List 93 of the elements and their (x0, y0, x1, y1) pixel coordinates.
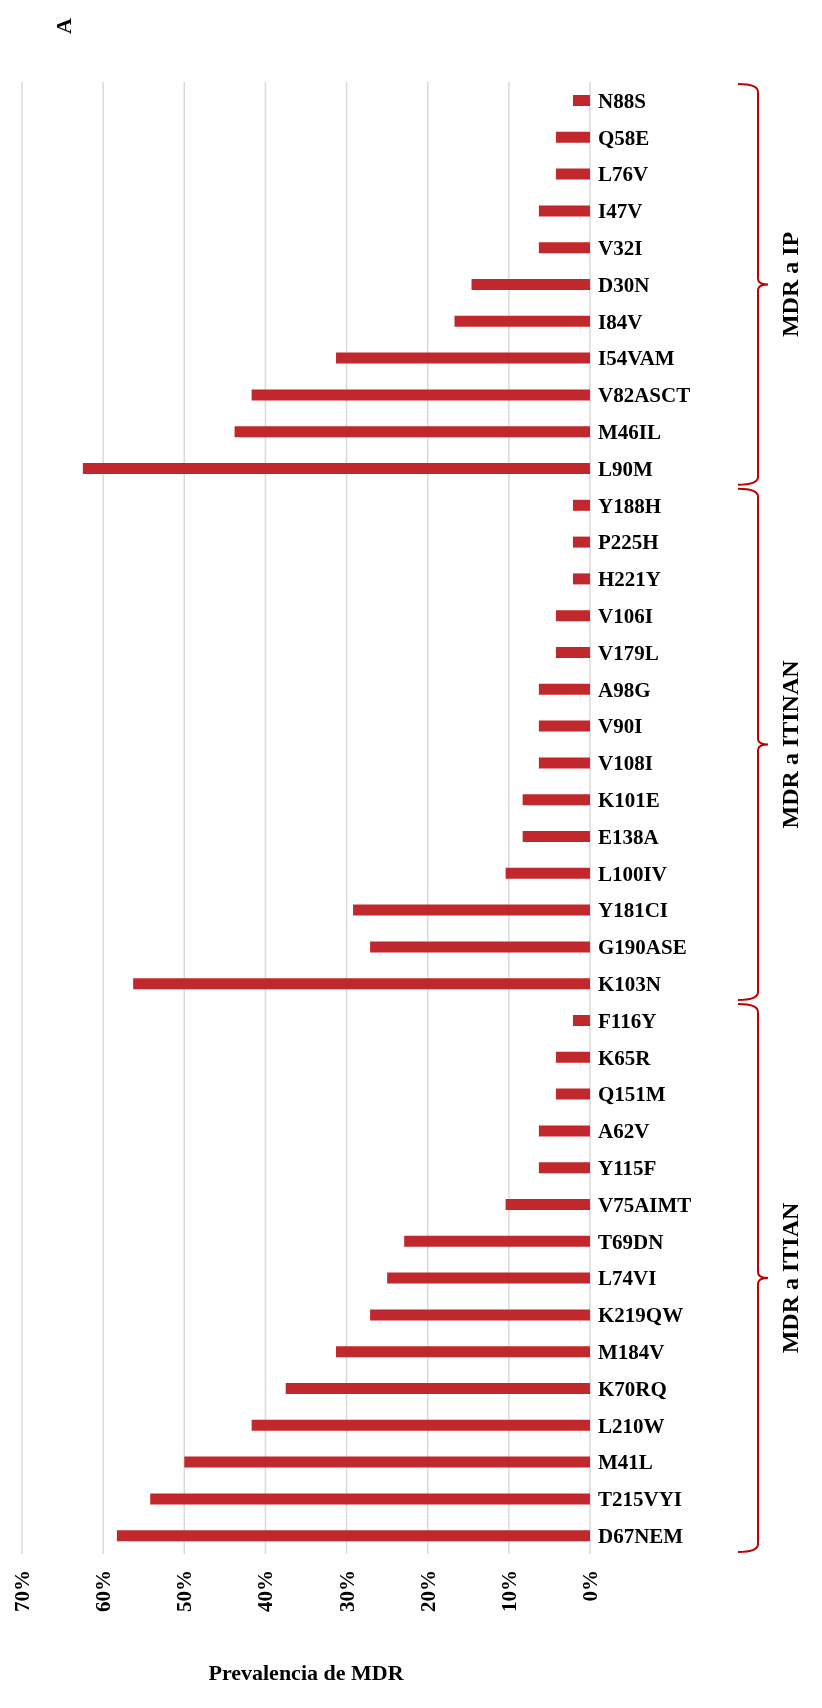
bar (555, 131, 590, 143)
bar (572, 573, 590, 585)
bar (505, 1199, 590, 1210)
y-tick-label: Q58E (598, 125, 650, 150)
bar (336, 1346, 590, 1358)
x-tick-label: 50% (172, 1570, 197, 1612)
x-tick-label: 20% (415, 1570, 440, 1612)
y-tick-label: T69DN (598, 1229, 664, 1254)
bar (572, 1015, 590, 1026)
bar (538, 205, 590, 217)
bar (285, 1383, 590, 1394)
y-tick-label: T215VYI (598, 1487, 683, 1512)
x-tick-label: 0% (578, 1570, 602, 1602)
y-tick-label: V106I (598, 604, 653, 629)
bar (404, 1235, 590, 1247)
x-tick-label: 40% (253, 1570, 278, 1612)
y-tick-label: G190ASE (598, 935, 687, 960)
bar (538, 757, 590, 769)
x-axis-title: Prevalencia de MDR (208, 1660, 405, 1685)
bar (538, 683, 590, 695)
y-tick-label: I47V (598, 199, 643, 224)
text: MDR a ITIAN (777, 1202, 803, 1354)
bar (572, 499, 590, 511)
bar (184, 1456, 590, 1468)
bar (116, 1530, 590, 1542)
bar (572, 536, 590, 548)
bar (522, 831, 590, 842)
chart-title: A (50, 17, 76, 34)
bar (555, 610, 590, 622)
y-tick-label: I54VAM (598, 346, 675, 371)
y-tick-label: Y188H (598, 493, 661, 518)
x-tick-label: 30% (334, 1570, 359, 1612)
bar (538, 1162, 590, 1174)
y-tick-label: K101E (598, 788, 660, 813)
y-tick-label: V108I (598, 751, 653, 776)
bar (387, 1272, 590, 1284)
y-tick-label: A98G (598, 677, 651, 702)
bar (572, 95, 590, 106)
y-tick-label: Q151M (598, 1082, 666, 1107)
y-tick-label: N88S (598, 88, 646, 113)
y-tick-label: V32I (598, 236, 643, 261)
bar (538, 720, 590, 732)
bar (336, 352, 590, 364)
bar (555, 647, 590, 658)
bar (82, 463, 590, 474)
bar (538, 1125, 590, 1137)
y-tick-label: M41L (598, 1450, 653, 1475)
bar (555, 1088, 590, 1100)
y-tick-label: I84V (598, 309, 643, 334)
y-tick-label: L210W (598, 1413, 665, 1438)
y-tick-label: K219QW (598, 1303, 684, 1328)
y-tick-label: E138A (598, 824, 660, 849)
y-tick-label: K103N (598, 972, 661, 997)
bar (234, 426, 590, 438)
y-tick-label: L90M (598, 456, 654, 481)
x-tick-label: 60% (91, 1570, 116, 1612)
y-tick-label: H221Y (598, 567, 661, 592)
bar (150, 1493, 590, 1505)
y-tick-label: K65R (598, 1045, 652, 1070)
bar (370, 1309, 590, 1321)
text: MDR a ITINAN (777, 659, 803, 829)
bar (370, 941, 590, 953)
y-tick-label: V75AIMT (598, 1192, 692, 1217)
y-tick-label: P225H (598, 530, 659, 555)
bar (538, 242, 590, 254)
y-tick-label: M184V (598, 1340, 665, 1365)
bar (555, 168, 590, 180)
y-tick-label: Y115F (598, 1156, 657, 1181)
y-tick-label: F116Y (598, 1008, 657, 1033)
y-tick-label: L76V (598, 162, 649, 187)
y-tick-label: L100IV (598, 861, 667, 886)
bar (454, 315, 590, 327)
y-tick-label: K70RQ (598, 1376, 667, 1401)
y-tick-label: Y181CI (598, 898, 669, 923)
bar (505, 867, 590, 879)
y-tick-label: D30N (598, 272, 650, 297)
bar (251, 1419, 590, 1431)
bar (353, 904, 590, 916)
x-tick-label: 70% (10, 1570, 34, 1612)
text: MDR a IP (777, 231, 803, 338)
x-tick-label: 10% (496, 1570, 521, 1612)
y-tick-label: L74VI (598, 1266, 657, 1291)
y-tick-label: M46IL (598, 420, 661, 445)
bar (555, 1051, 590, 1063)
y-tick-label: A62V (598, 1119, 650, 1144)
y-tick-label: V82ASCT (598, 383, 691, 408)
bar (251, 389, 590, 401)
bar (133, 978, 590, 990)
bar (522, 794, 590, 806)
bar (471, 279, 590, 290)
y-tick-label: V90I (598, 714, 643, 739)
y-tick-label: D67NEM (598, 1524, 684, 1549)
y-tick-label: V179L (598, 640, 659, 665)
